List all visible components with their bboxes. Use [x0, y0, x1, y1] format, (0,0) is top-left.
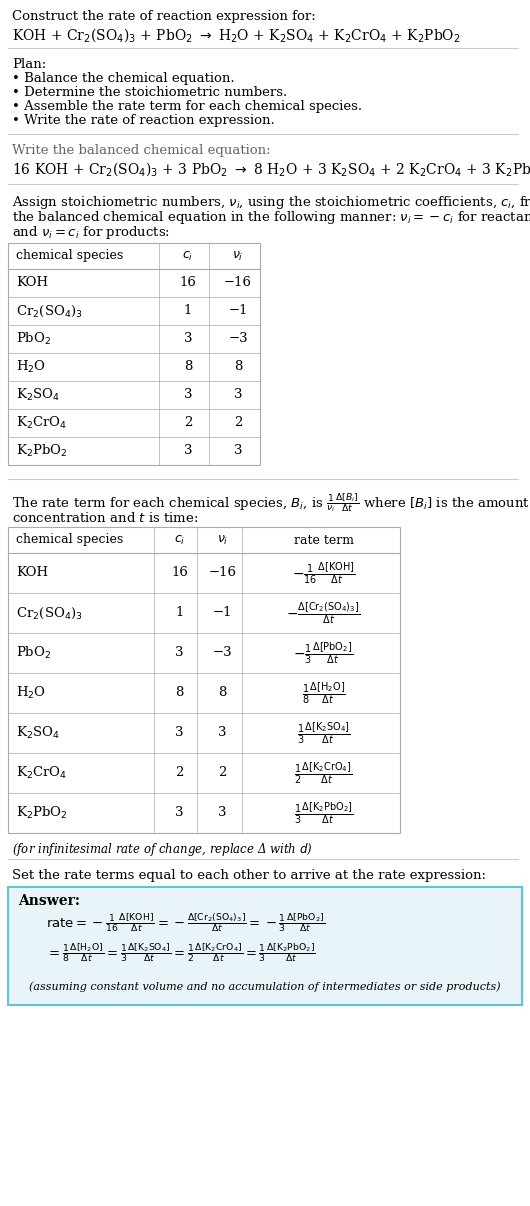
- Text: 8: 8: [234, 361, 242, 374]
- Text: −3: −3: [213, 646, 232, 660]
- Text: 16: 16: [180, 276, 197, 289]
- Text: 3: 3: [175, 807, 184, 820]
- Text: K$_2$PbO$_2$: K$_2$PbO$_2$: [16, 804, 67, 821]
- Text: $-\frac{1}{3}\frac{\Delta[\mathrm{PbO}_2]}{\Delta t}$: $-\frac{1}{3}\frac{\Delta[\mathrm{PbO}_2…: [294, 640, 354, 666]
- Text: rate term: rate term: [294, 533, 354, 546]
- Text: $\frac{1}{2}\frac{\Delta[\mathrm{K}_2\mathrm{CrO}_4]}{\Delta t}$: $\frac{1}{2}\frac{\Delta[\mathrm{K}_2\ma…: [294, 760, 352, 786]
- Text: 8: 8: [218, 686, 227, 699]
- Text: K$_2$SO$_4$: K$_2$SO$_4$: [16, 387, 60, 403]
- Text: H$_2$O: H$_2$O: [16, 685, 46, 701]
- Text: chemical species: chemical species: [16, 533, 123, 546]
- Text: 3: 3: [218, 726, 227, 739]
- Text: (assuming constant volume and no accumulation of intermediates or side products): (assuming constant volume and no accumul…: [29, 982, 501, 993]
- Text: Set the rate terms equal to each other to arrive at the rate expression:: Set the rate terms equal to each other t…: [12, 870, 486, 882]
- Text: 8: 8: [184, 361, 192, 374]
- Text: Assign stoichiometric numbers, $\nu_i$, using the stoichiometric coefficients, $: Assign stoichiometric numbers, $\nu_i$, …: [12, 194, 530, 211]
- Text: PbO$_2$: PbO$_2$: [16, 330, 51, 347]
- Text: Answer:: Answer:: [18, 894, 80, 908]
- Text: The rate term for each chemical species, $B_i$, is $\frac{1}{\nu_i}\frac{\Delta[: The rate term for each chemical species,…: [12, 491, 530, 514]
- Text: K$_2$SO$_4$: K$_2$SO$_4$: [16, 725, 60, 740]
- Text: 3: 3: [175, 646, 184, 660]
- Text: Cr$_2$(SO$_4$)$_3$: Cr$_2$(SO$_4$)$_3$: [16, 605, 83, 621]
- Text: $-\frac{1}{16}\frac{\Delta[\mathrm{KOH}]}{\Delta t}$: $-\frac{1}{16}\frac{\Delta[\mathrm{KOH}]…: [292, 560, 355, 586]
- Text: PbO$_2$: PbO$_2$: [16, 645, 51, 661]
- Text: 3: 3: [218, 807, 227, 820]
- Text: Plan:: Plan:: [12, 58, 46, 71]
- Text: 3: 3: [175, 726, 184, 739]
- Text: (for infinitesimal rate of change, replace Δ with $d$): (for infinitesimal rate of change, repla…: [12, 841, 313, 857]
- Text: concentration and $t$ is time:: concentration and $t$ is time:: [12, 511, 198, 525]
- Text: $\frac{1}{8}\frac{\Delta[\mathrm{H}_2\mathrm{O}]}{\Delta t}$: $\frac{1}{8}\frac{\Delta[\mathrm{H}_2\ma…: [302, 680, 346, 706]
- Text: $= \frac{1}{8}\frac{\Delta[\mathrm{H}_2\mathrm{O}]}{\Delta t} = \frac{1}{3}\frac: $= \frac{1}{8}\frac{\Delta[\mathrm{H}_2\…: [46, 942, 316, 965]
- Text: 2: 2: [184, 416, 192, 429]
- Text: 3: 3: [184, 333, 192, 345]
- Bar: [8, 242, 260, 466]
- Text: • Assemble the rate term for each chemical species.: • Assemble the rate term for each chemic…: [12, 100, 362, 113]
- Text: Cr$_2$(SO$_4$)$_3$: Cr$_2$(SO$_4$)$_3$: [16, 304, 83, 318]
- Text: −16: −16: [224, 276, 252, 289]
- Text: • Determine the stoichiometric numbers.: • Determine the stoichiometric numbers.: [12, 86, 287, 99]
- Text: 1: 1: [184, 304, 192, 317]
- Text: the balanced chemical equation in the following manner: $\nu_i = -c_i$ for react: the balanced chemical equation in the fo…: [12, 209, 530, 226]
- Bar: [8, 527, 400, 833]
- Text: H$_2$O: H$_2$O: [16, 359, 46, 375]
- Text: and $\nu_i = c_i$ for products:: and $\nu_i = c_i$ for products:: [12, 224, 170, 241]
- Text: Write the balanced chemical equation:: Write the balanced chemical equation:: [12, 144, 271, 157]
- FancyBboxPatch shape: [8, 886, 522, 1005]
- Text: $\mathrm{rate} = -\frac{1}{16}\frac{\Delta[\mathrm{KOH}]}{\Delta t} = -\frac{\De: $\mathrm{rate} = -\frac{1}{16}\frac{\Del…: [46, 912, 325, 935]
- Text: 2: 2: [175, 767, 184, 779]
- Text: 3: 3: [234, 445, 242, 457]
- Text: • Balance the chemical equation.: • Balance the chemical equation.: [12, 72, 235, 84]
- Text: KOH + Cr$_2$(SO$_4$)$_3$ + PbO$_2$ $\rightarrow$ H$_2$O + K$_2$SO$_4$ + K$_2$CrO: KOH + Cr$_2$(SO$_4$)$_3$ + PbO$_2$ $\rig…: [12, 27, 461, 43]
- Text: −1: −1: [228, 304, 248, 317]
- Text: 16: 16: [171, 567, 188, 580]
- Text: • Write the rate of reaction expression.: • Write the rate of reaction expression.: [12, 115, 275, 127]
- Text: KOH: KOH: [16, 567, 48, 580]
- Text: $-\frac{\Delta[\mathrm{Cr}_2(\mathrm{SO}_4)_3]}{\Delta t}$: $-\frac{\Delta[\mathrm{Cr}_2(\mathrm{SO}…: [286, 601, 360, 626]
- Text: 2: 2: [234, 416, 242, 429]
- Text: $c_i$: $c_i$: [174, 533, 185, 546]
- Text: 2: 2: [218, 767, 227, 779]
- Text: 16 KOH + Cr$_2$(SO$_4$)$_3$ + 3 PbO$_2$ $\rightarrow$ 8 H$_2$O + 3 K$_2$SO$_4$ +: 16 KOH + Cr$_2$(SO$_4$)$_3$ + 3 PbO$_2$ …: [12, 160, 530, 177]
- Text: $\nu_i$: $\nu_i$: [217, 533, 228, 546]
- Text: −16: −16: [208, 567, 236, 580]
- Text: 8: 8: [175, 686, 184, 699]
- Text: 3: 3: [234, 388, 242, 402]
- Text: $\frac{1}{3}\frac{\Delta[\mathrm{K}_2\mathrm{SO}_4]}{\Delta t}$: $\frac{1}{3}\frac{\Delta[\mathrm{K}_2\ma…: [297, 720, 350, 745]
- Text: $\nu_i$: $\nu_i$: [232, 250, 244, 263]
- Text: −3: −3: [228, 333, 248, 345]
- Text: KOH: KOH: [16, 276, 48, 289]
- Text: 3: 3: [184, 388, 192, 402]
- Text: −1: −1: [213, 607, 232, 620]
- Text: K$_2$PbO$_2$: K$_2$PbO$_2$: [16, 443, 67, 459]
- Text: K$_2$CrO$_4$: K$_2$CrO$_4$: [16, 765, 67, 781]
- Text: Construct the rate of reaction expression for:: Construct the rate of reaction expressio…: [12, 10, 316, 23]
- Text: K$_2$CrO$_4$: K$_2$CrO$_4$: [16, 415, 67, 431]
- Text: chemical species: chemical species: [16, 250, 123, 263]
- Text: 3: 3: [184, 445, 192, 457]
- Text: $\frac{1}{3}\frac{\Delta[\mathrm{K}_2\mathrm{PbO}_2]}{\Delta t}$: $\frac{1}{3}\frac{\Delta[\mathrm{K}_2\ma…: [294, 800, 354, 826]
- Text: $c_i$: $c_i$: [182, 250, 193, 263]
- Text: 1: 1: [175, 607, 184, 620]
